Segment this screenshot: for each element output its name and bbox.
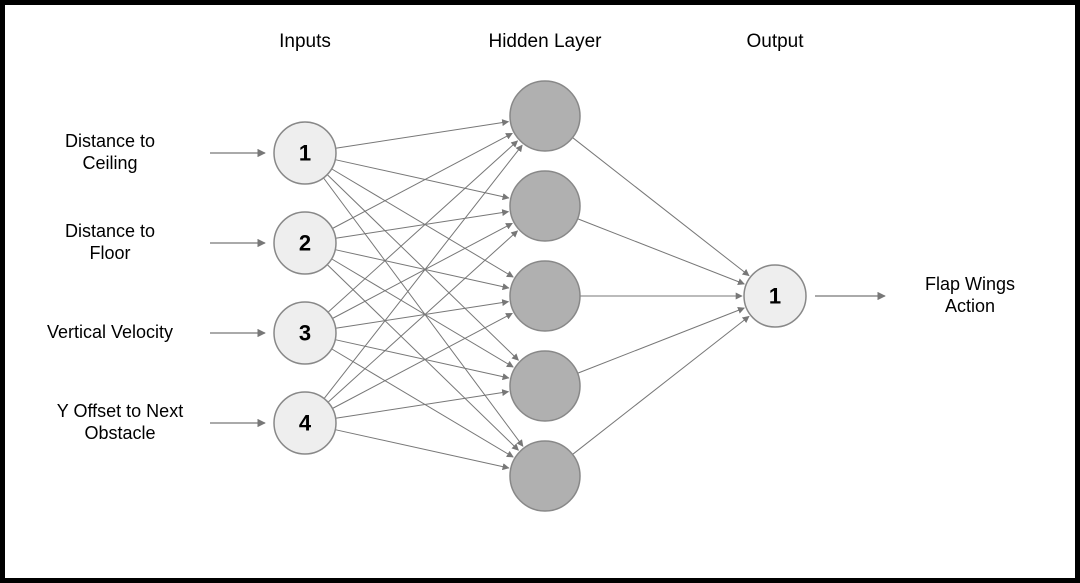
hidden-node xyxy=(510,261,580,331)
edge-input-hidden xyxy=(332,223,512,318)
hidden-node xyxy=(510,81,580,151)
edge-hidden-output xyxy=(578,308,745,373)
hidden-node xyxy=(510,441,580,511)
edge-input-hidden xyxy=(332,133,512,228)
input-node-label: 2 xyxy=(299,231,311,256)
edge-input-hidden xyxy=(332,169,514,277)
edge-input-hidden xyxy=(336,302,509,329)
edge-hidden-output xyxy=(578,219,745,284)
diagram-frame: 1 2 3 4 1 Inputs Hidden Layer Output Distance to… xyxy=(0,0,1080,583)
input-node-label: 4 xyxy=(299,411,312,436)
edge-input-hidden xyxy=(323,178,522,446)
network-svg: 1 2 3 4 1 Inputs Hidden Layer Output Distance to… xyxy=(5,5,1075,578)
input-node-label: 1 xyxy=(299,141,311,166)
input-label: Y Offset to NextObstacle xyxy=(57,401,183,443)
edge-hidden-output xyxy=(573,316,749,454)
output-label: Flap WingsAction xyxy=(925,274,1015,316)
edge-input-hidden xyxy=(332,313,512,408)
edge-input-hidden xyxy=(328,231,518,402)
input-label: Distance toFloor xyxy=(65,221,155,263)
input-node-label: 3 xyxy=(299,321,311,346)
edge-input-hidden xyxy=(332,259,514,367)
header-hidden: Hidden Layer xyxy=(488,31,602,52)
hidden-node xyxy=(510,171,580,241)
input-label: Distance toCeiling xyxy=(65,131,155,173)
edge-input-hidden xyxy=(335,160,509,198)
input-label: Vertical Velocity xyxy=(47,322,173,342)
edge-input-hidden xyxy=(336,212,509,239)
output-node-label: 1 xyxy=(769,284,781,309)
edge-input-hidden xyxy=(327,175,518,361)
edge-input-hidden xyxy=(336,392,509,419)
hidden-node xyxy=(510,351,580,421)
edge-input-hidden xyxy=(335,430,509,468)
header-inputs: Inputs xyxy=(279,31,331,52)
edge-input-hidden xyxy=(332,349,514,457)
header-output: Output xyxy=(746,31,804,52)
edge-hidden-output xyxy=(573,138,749,276)
edge-input-hidden xyxy=(336,122,509,149)
edge-input-hidden xyxy=(328,141,518,312)
